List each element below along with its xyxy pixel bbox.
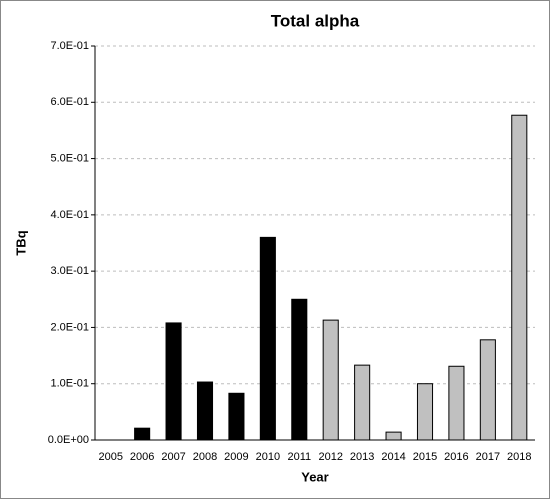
y-tick-label: 3.0E-01: [50, 265, 89, 277]
bar: [479, 339, 496, 441]
y-tick-label: 0.0E+00: [48, 434, 89, 446]
bar: [134, 427, 151, 441]
bar: [291, 298, 308, 441]
y-tick-label: 6.0E-01: [50, 96, 89, 108]
bar: [228, 392, 245, 441]
x-tick-label: 2005: [98, 451, 122, 463]
x-tick-label: 2016: [444, 451, 468, 463]
x-tick-label: 2008: [193, 451, 217, 463]
x-tick-label: 2013: [350, 451, 374, 463]
bar: [354, 364, 371, 441]
x-tick-label: 2014: [381, 451, 405, 463]
bar: [385, 431, 402, 441]
x-tick-label: 2015: [413, 451, 437, 463]
x-tick-label: 2018: [507, 451, 531, 463]
bar: [322, 319, 339, 441]
y-tick-label: 7.0E-01: [50, 40, 89, 52]
bar: [196, 381, 214, 441]
chart-title: Total alpha: [271, 11, 360, 30]
x-axis-title: Year: [301, 469, 328, 484]
bar: [416, 383, 434, 441]
y-tick-label: 1.0E-01: [50, 378, 89, 390]
x-tick-label: 2010: [256, 451, 280, 463]
x-tick-label: 2012: [318, 451, 342, 463]
y-tick-label: 2.0E-01: [50, 321, 89, 333]
x-tick-label: 2007: [161, 451, 185, 463]
bar: [259, 236, 276, 441]
y-axis-title: TBq: [13, 230, 28, 255]
y-tick-label: 5.0E-01: [50, 152, 89, 164]
x-tick-label: 2017: [476, 451, 500, 463]
x-tick-label: 2009: [224, 451, 248, 463]
bar: [448, 365, 465, 441]
bar: [165, 322, 182, 441]
y-tick-label: 4.0E-01: [50, 209, 89, 221]
x-tick-label: 2006: [130, 451, 154, 463]
bar: [511, 114, 528, 441]
x-tick-label: 2011: [287, 451, 311, 463]
